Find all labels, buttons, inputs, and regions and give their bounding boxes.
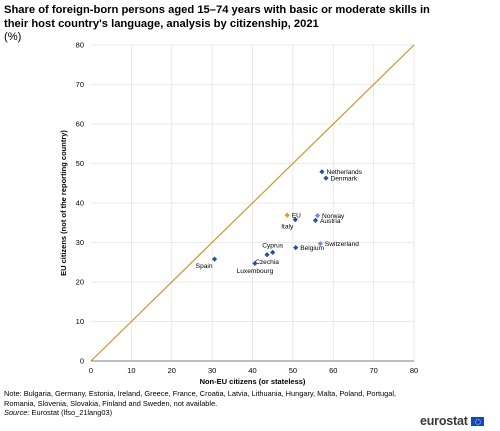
data-point (319, 169, 325, 175)
data-point (323, 175, 329, 181)
data-point (270, 249, 276, 255)
eurostat-logo: eurostat (420, 414, 484, 428)
data-point (252, 260, 258, 267)
x-tick-label: 80 (410, 366, 418, 375)
x-tick-label: 40 (248, 366, 256, 375)
x-tick-label: 70 (369, 366, 377, 375)
data-label: Spain (196, 263, 213, 270)
x-tick-label: 0 (89, 366, 93, 375)
source-text: Eurostat (lfso_21lang03) (31, 408, 113, 417)
chart-title: Share of foreign-born persons aged 15–74… (4, 4, 430, 30)
scatter-chart: 0 10 20 30 40 50 60 70 80 0 10 20 30 40 50 60 70 80 Nethe… (59, 41, 419, 386)
data-point (312, 217, 319, 223)
data-label: Norway (322, 213, 345, 220)
data-label: Austria (320, 218, 341, 225)
data-label: Italy (281, 224, 294, 231)
x-axis-label: Non-EU citizens (or stateless) (200, 377, 306, 386)
x-tick-label: 10 (127, 366, 135, 375)
data-point (314, 213, 321, 219)
data-label: Netherlands (326, 169, 362, 176)
y-tick-label: 60 (76, 120, 84, 129)
x-tick-label: 20 (168, 366, 176, 375)
y-axis-label: EU citizens (not of the reporting countr… (59, 130, 68, 276)
y-tick-label: 0 (80, 357, 84, 366)
y-tick-label: 70 (76, 80, 84, 89)
axes: 0 10 20 30 40 50 60 70 80 0 10 20 30 40 50 60 70 80 (76, 41, 419, 375)
data-point (293, 245, 299, 251)
chart-unit: (%) (4, 31, 22, 43)
y-tick-label: 50 (76, 159, 84, 168)
source-label: Source: (4, 408, 30, 417)
y-tick-label: 30 (76, 238, 84, 247)
data-label: Cyprus (262, 242, 284, 249)
data-label: Denmark (330, 176, 357, 183)
eu-flag-icon (470, 416, 484, 426)
chart-source: Source: Eurostat (lfso_21lang03) (4, 408, 112, 418)
y-tick-label: 20 (76, 278, 84, 287)
y-tick-label: 10 (76, 317, 84, 326)
data-label: EU (292, 213, 301, 220)
data-point (284, 212, 290, 218)
data-label: Switzerland (325, 241, 359, 248)
logo-text: eurostat (420, 414, 468, 428)
data-label: Belgium (300, 245, 324, 252)
reference-line-group (90, 44, 415, 362)
y-tick-label: 40 (76, 199, 84, 208)
chart-note: Note: Bulgaria, Germany, Estonia, Irelan… (4, 389, 397, 408)
x-tick-label: 30 (208, 366, 216, 375)
data-point (264, 252, 270, 258)
y-tick-label: 80 (76, 41, 84, 50)
data-label: Luxembourg (237, 268, 274, 275)
data-point (211, 256, 218, 262)
reference-line (90, 44, 415, 362)
data-label: Czechia (255, 259, 279, 266)
data-point (317, 241, 323, 247)
x-tick-label: 50 (289, 366, 297, 375)
data-point (292, 216, 298, 223)
x-tick-label: 60 (329, 366, 337, 375)
